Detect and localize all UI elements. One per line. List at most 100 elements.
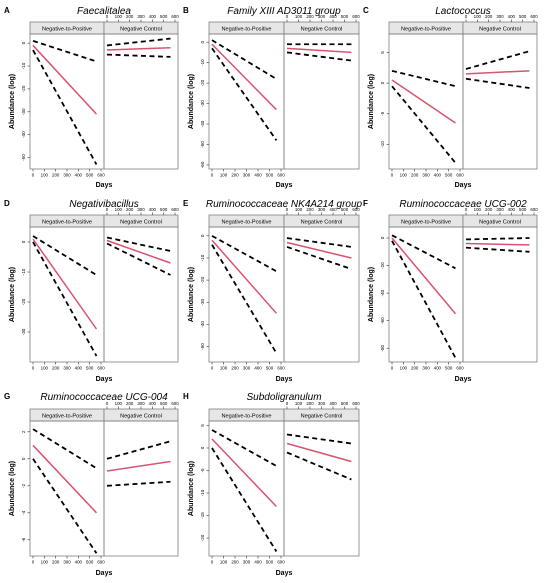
x-tick-label-top: 100: [474, 14, 482, 19]
y-tick-label: -50: [200, 343, 205, 350]
negative-control-fit-line: [286, 241, 352, 259]
y-tick-label: -2: [21, 483, 26, 488]
x-axis-label: Days: [96, 570, 113, 577]
x-tick-label-top: 500: [519, 14, 527, 19]
x-tick-label-top: 300: [496, 14, 504, 19]
negative-control-fit-line: [286, 47, 352, 54]
y-axis-label: Abundance (log): [9, 267, 16, 322]
y-tick-label: -50: [200, 141, 205, 148]
x-tick-label: 400: [434, 173, 442, 178]
panel-f: F Ruminococcaceae UCG-002 Negative-to-Posi…: [363, 199, 538, 383]
y-tick-label: -6: [21, 537, 26, 542]
negative-control-upper-ci-line: [286, 237, 352, 248]
negative-control-fit-line: [286, 442, 352, 463]
x-tick-label: 100: [41, 560, 49, 565]
y-tick-label: 2: [21, 430, 26, 433]
negative-to-positive-upper-ci-line: [211, 39, 277, 80]
negative-to-positive-lower-ci-line: [211, 447, 278, 552]
x-tick-label-top: 300: [496, 207, 504, 212]
x-tick-label-top: 600: [530, 207, 538, 212]
y-tick-label: -30: [200, 100, 205, 107]
strip-label: Negative Control: [479, 27, 521, 33]
x-tick-label-top: 400: [149, 14, 157, 19]
x-tick-label-top: 500: [341, 14, 349, 19]
y-tick-label: -10: [380, 141, 385, 148]
x-tick-label: 400: [75, 173, 83, 178]
x-tick-label-top: 100: [295, 401, 303, 406]
x-tick-label: 100: [400, 173, 408, 178]
x-tick-label: 300: [243, 366, 251, 371]
x-tick-label: 200: [52, 173, 60, 178]
x-tick-label: 400: [434, 366, 442, 371]
y-axis-label: Abundance (log): [9, 461, 16, 516]
panel-d: D Negativibacillus Negative-to-Positive Neg…: [4, 199, 179, 383]
panel-h: H Subdoligranulum Negative-to-Positive Nega…: [183, 392, 360, 577]
negative-to-positive-upper-ci-line: [391, 69, 456, 88]
x-tick-label-top: 600: [352, 401, 360, 406]
strip-label: Negative-to-Positive: [42, 220, 92, 226]
negative-control-upper-ci-line: [106, 236, 171, 252]
x-axis-label: Days: [276, 182, 293, 189]
x-tick-label-top: 400: [329, 14, 337, 19]
negative-to-positive-fit-line: [32, 238, 98, 330]
negative-to-positive-fit-line: [211, 239, 277, 314]
strip-label: Negative-to-Positive: [401, 27, 451, 33]
negative-control-fit-line: [465, 70, 530, 75]
strip-label: Negative-to-Positive: [401, 220, 451, 226]
panel-c: C Lactococcus Negative-to-Positive Negative…: [363, 6, 538, 189]
x-tick-label: 600: [456, 173, 464, 178]
plot-area-negative-control: [462, 226, 538, 363]
y-tick-label: -80: [380, 344, 385, 351]
x-tick-label: 300: [243, 173, 251, 178]
x-tick-label-top: 600: [171, 207, 179, 212]
x-tick-label-top: 300: [318, 207, 326, 212]
panel-letter: A: [4, 6, 10, 15]
x-tick-label-top: 600: [352, 207, 360, 212]
y-tick-label: 5: [200, 424, 205, 427]
strip-label: Negative Control: [120, 27, 162, 33]
plot-area-negative-control: [283, 420, 360, 557]
x-tick-label-top: 0: [106, 401, 109, 406]
x-tick-label-top: 100: [115, 401, 123, 406]
plot-area-negative-control: [103, 226, 179, 363]
x-tick-label: 600: [97, 366, 105, 371]
y-axis-label: Abundance (log): [188, 74, 195, 129]
negative-control-lower-ci-line: [286, 51, 352, 62]
panel-a: A Faecalitalea Negative-to-Positive Negativ…: [4, 6, 179, 189]
y-tick-label: -20: [380, 262, 385, 269]
x-tick-label: 400: [254, 173, 262, 178]
x-tick-label: 100: [400, 366, 408, 371]
y-tick-label: -10: [200, 254, 205, 261]
y-tick-label: -60: [380, 317, 385, 324]
negative-to-positive-upper-ci-line: [391, 234, 456, 270]
strip-label: Negative Control: [120, 220, 162, 226]
negative-to-positive-lower-ci-line: [391, 240, 457, 359]
x-tick-label: 200: [52, 366, 60, 371]
y-axis-label: Abundance (log): [188, 267, 195, 322]
y-tick-label: -4: [21, 510, 26, 515]
y-tick-label: 0: [21, 240, 26, 243]
x-tick-label-top: 200: [126, 14, 134, 19]
negative-control-lower-ci-line: [465, 246, 530, 253]
y-tick-label: 0: [21, 41, 26, 44]
y-tick-label: -20: [200, 79, 205, 86]
x-tick-label: 200: [231, 173, 239, 178]
x-tick-label: 300: [63, 366, 71, 371]
y-axis-label: Abundance (log): [188, 461, 195, 516]
panel-letter: D: [4, 199, 10, 208]
x-tick-label-top: 100: [115, 14, 123, 19]
x-tick-label-top: 400: [508, 207, 516, 212]
y-tick-label: 0: [200, 40, 205, 43]
panel-title: Faecalitalea: [77, 6, 131, 17]
x-tick-label: 100: [41, 173, 49, 178]
panel-letter: C: [363, 6, 369, 15]
negative-to-positive-upper-ci-line: [211, 429, 277, 467]
plot-area-negative-control: [283, 33, 360, 170]
negative-to-positive-lower-ci-line: [32, 458, 98, 554]
x-tick-label: 600: [277, 173, 285, 178]
x-tick-label: 600: [277, 560, 285, 565]
x-axis-label: Days: [455, 182, 472, 189]
x-axis-label: Days: [276, 570, 293, 577]
x-tick-label-top: 200: [126, 207, 134, 212]
